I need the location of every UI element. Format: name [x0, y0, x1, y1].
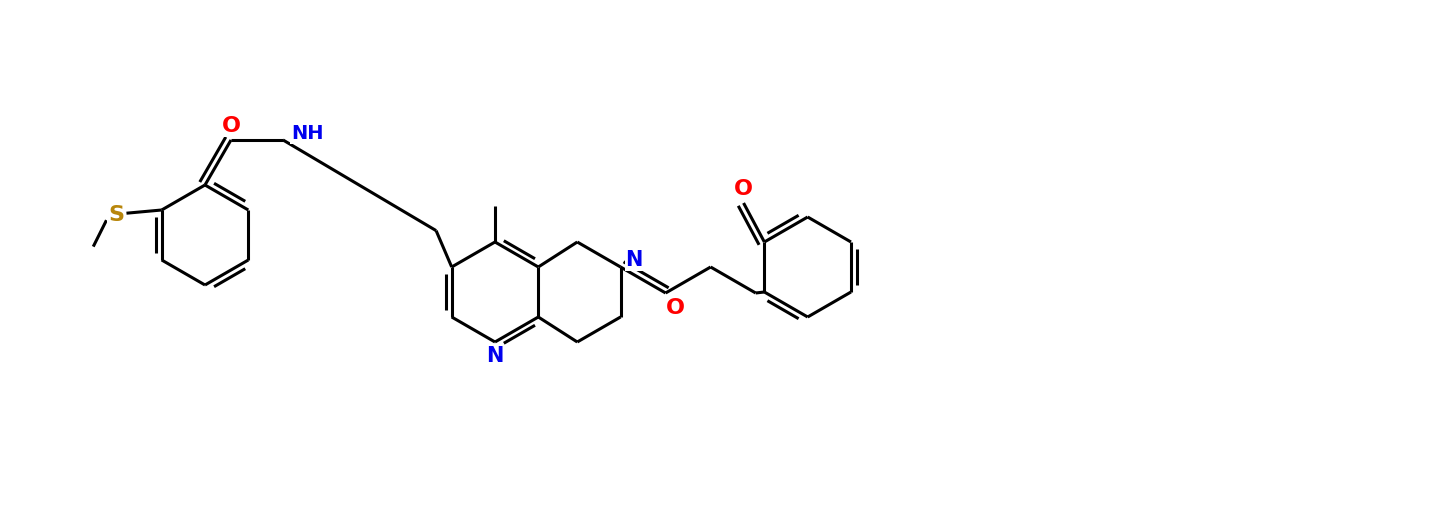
Text: NH: NH	[291, 124, 323, 143]
Text: O: O	[666, 298, 685, 318]
Text: S: S	[109, 205, 125, 225]
Text: N: N	[487, 346, 504, 366]
Text: O: O	[734, 179, 753, 199]
Text: O: O	[222, 116, 240, 136]
Text: N: N	[626, 250, 643, 270]
